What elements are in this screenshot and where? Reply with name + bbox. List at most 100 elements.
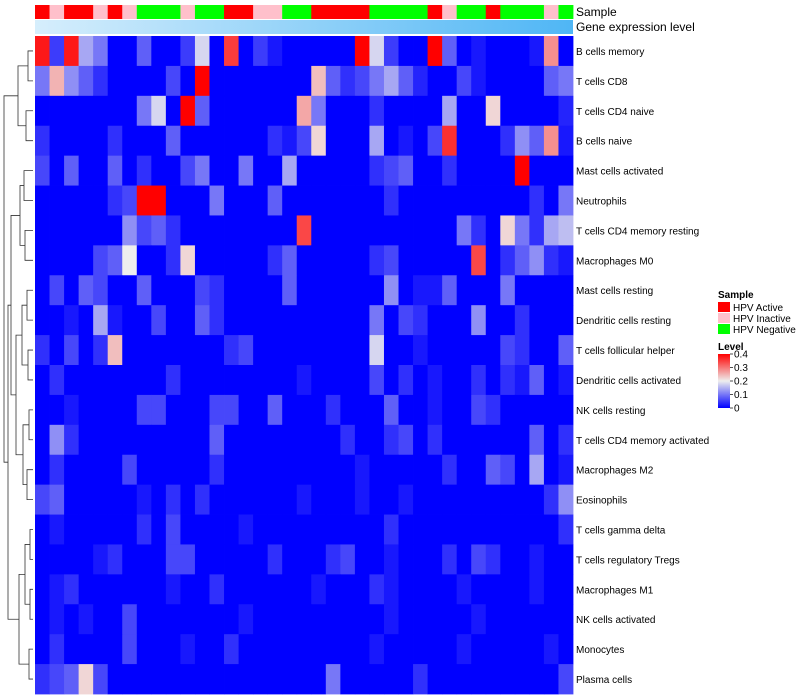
dendrogram-branch <box>26 469 33 500</box>
heatmap-cell <box>93 215 109 246</box>
heatmap-cell <box>194 424 210 456</box>
heatmap-cell <box>413 484 428 515</box>
heatmap-cell <box>296 634 312 665</box>
heatmap-cell <box>311 574 327 605</box>
heatmap-cell <box>209 95 225 127</box>
heatmap-cell <box>325 65 341 97</box>
heatmap-cell <box>500 424 516 456</box>
heatmap-cell <box>209 65 225 97</box>
heatmap-cell <box>151 424 167 456</box>
heatmap-cell <box>398 454 414 486</box>
heatmap-cell <box>122 305 138 336</box>
heatmap-cell <box>151 514 167 545</box>
heatmap-cell <box>282 185 298 216</box>
heatmap-cell <box>514 664 530 695</box>
heatmap-cell <box>311 335 327 366</box>
heatmap-cell <box>35 65 50 97</box>
heatmap-cell <box>325 394 341 426</box>
heatmap-cell <box>442 155 458 186</box>
heatmap-cell <box>471 484 487 515</box>
heatmap-cell <box>93 95 109 127</box>
heatmap-cell <box>253 365 269 396</box>
heatmap-cell <box>442 484 458 515</box>
sample-annotation-cell <box>35 5 50 19</box>
heatmap-cell <box>78 155 94 186</box>
heatmap-cell <box>180 484 196 515</box>
heatmap-cell <box>558 275 574 306</box>
heatmap-cell <box>180 95 196 127</box>
heatmap-cell <box>383 484 399 515</box>
heatmap-cell <box>35 245 50 276</box>
heatmap-cell <box>442 544 458 575</box>
heatmap-cell <box>136 574 152 605</box>
heatmap-cell <box>253 514 269 545</box>
heatmap-cell <box>136 394 152 426</box>
heatmap-cell <box>296 305 312 336</box>
heatmap-cell <box>296 335 312 366</box>
heatmap-cell <box>325 125 341 157</box>
heatmap-cell <box>325 185 341 216</box>
heatmap-cell <box>224 335 239 366</box>
sample-annotation-cell <box>296 5 312 19</box>
heatmap-cell <box>282 335 298 366</box>
heatmap-cell <box>165 215 181 246</box>
heatmap-cell <box>500 365 516 396</box>
heatmap-cell <box>500 125 516 157</box>
heatmap-cell <box>282 65 298 97</box>
heatmap-cell <box>165 95 181 127</box>
sample-annotation-cell <box>238 5 254 19</box>
heatmap-cell <box>78 185 94 216</box>
row-label: T cells CD4 memory resting <box>576 226 699 237</box>
heatmap-cell <box>35 574 50 605</box>
heatmap-cell <box>136 664 152 695</box>
heatmap-cell <box>165 335 181 366</box>
heatmap-cell <box>485 424 501 456</box>
heatmap-cell <box>471 275 487 306</box>
legend-level-tick-label: 0 <box>734 404 740 415</box>
heatmap-cell <box>369 245 385 276</box>
heatmap-cell <box>354 514 370 545</box>
heatmap-cell <box>543 544 559 575</box>
heatmap-cell <box>369 215 385 246</box>
heatmap-cell <box>543 454 559 486</box>
heatmap-cell <box>49 95 65 127</box>
heatmap-cell <box>456 335 472 366</box>
heatmap-cell <box>64 484 80 515</box>
heatmap-cell <box>354 544 370 575</box>
heatmap-cell <box>383 185 399 216</box>
heatmap-cell <box>543 664 559 695</box>
heatmap-cell <box>64 424 80 456</box>
heatmap-cell <box>456 664 472 695</box>
heatmap-cell <box>238 365 254 396</box>
heatmap-cell <box>413 394 428 426</box>
heatmap-cell <box>340 95 356 127</box>
heatmap-cell <box>471 305 487 336</box>
heatmap-cell <box>456 65 472 97</box>
heatmap-cell <box>369 664 385 695</box>
heatmap-cell <box>311 185 327 216</box>
heatmap-cell <box>471 65 487 97</box>
heatmap-cell <box>267 664 283 695</box>
heatmap-cell <box>398 544 414 575</box>
heatmap-cell <box>325 544 341 575</box>
heatmap-cell <box>180 36 196 67</box>
heatmap-cell <box>35 155 50 186</box>
heatmap-cell <box>165 155 181 186</box>
heatmap-cell <box>122 185 138 216</box>
heatmap-cell <box>282 574 298 605</box>
heatmap-cell <box>325 245 341 276</box>
sample-annotation-cell <box>471 5 487 19</box>
heatmap-cell <box>442 65 458 97</box>
heatmap-cell <box>253 245 269 276</box>
heatmap-cell <box>471 365 487 396</box>
heatmap-cell <box>165 454 181 486</box>
heatmap-cell <box>325 454 341 486</box>
heatmap-cell <box>224 544 239 575</box>
heatmap-cell <box>514 424 530 456</box>
heatmap-cell <box>543 484 559 515</box>
dendrogram-branch <box>3 95 18 463</box>
heatmap-cell <box>558 155 574 186</box>
heatmap-cell <box>122 454 138 486</box>
sample-annotation-cell <box>93 5 109 19</box>
